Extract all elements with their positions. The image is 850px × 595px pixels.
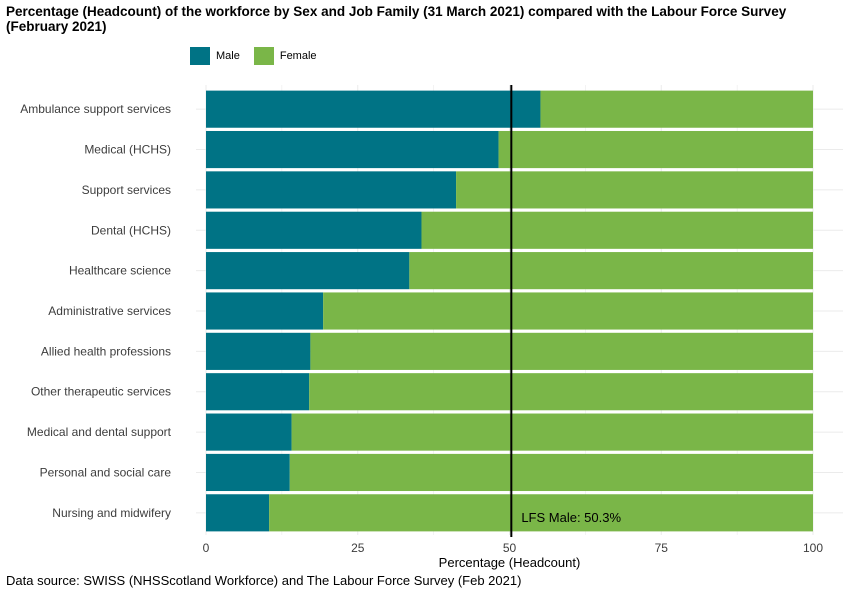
legend-item-male: Male: [190, 47, 240, 65]
legend: Male Female: [190, 47, 331, 65]
category-label: Allied health professions: [41, 344, 171, 358]
bar-female: [291, 413, 813, 451]
category-label: Medical (HCHS): [84, 143, 171, 157]
bar-male: [206, 332, 311, 370]
bar-male: [206, 171, 457, 209]
legend-swatch-male: [190, 47, 210, 65]
category-label: Support services: [82, 183, 171, 197]
x-axis-title: Percentage (Headcount): [439, 555, 581, 570]
x-tick-label: 25: [351, 541, 365, 555]
lfs-reference-label: LFS Male: 50.3%: [521, 510, 621, 525]
x-tick-label: 75: [655, 541, 669, 555]
category-label: Administrative services: [48, 304, 171, 318]
bar-female: [310, 332, 813, 370]
legend-item-female: Female: [253, 47, 317, 65]
x-tick-label: 0: [203, 541, 210, 555]
bar-female: [409, 252, 813, 290]
bar-male: [206, 130, 499, 169]
bar-male: [206, 453, 290, 492]
bar-male: [206, 413, 292, 451]
data-source-footnote: Data source: SWISS (NHSScotland Workforc…: [6, 573, 522, 588]
category-label: Healthcare science: [69, 264, 171, 278]
bar-female: [323, 292, 813, 330]
category-label: Medical and dental support: [27, 425, 172, 439]
legend-label-female: Female: [279, 50, 317, 62]
bar-male: [206, 211, 422, 249]
bar-male: [206, 292, 324, 330]
chart-title: Percentage (Headcount) of the workforce …: [6, 4, 787, 34]
category-label: Dental (HCHS): [91, 223, 171, 237]
x-tick-label: 100: [803, 541, 823, 555]
bar-female: [289, 453, 813, 492]
bar-male: [206, 252, 410, 290]
category-label: Other therapeutic services: [31, 385, 171, 399]
bar-female: [269, 494, 813, 532]
bar-male: [206, 494, 270, 532]
x-tick-label: 50: [503, 541, 517, 555]
bar-male: [206, 373, 310, 411]
legend-swatch-female: [253, 47, 274, 65]
bar-female: [421, 211, 813, 249]
bar-female: [309, 373, 813, 411]
bar-female: [456, 171, 813, 209]
bar-male: [206, 90, 541, 128]
bar-female: [540, 90, 813, 128]
legend-label-male: Male: [216, 50, 240, 62]
category-label: Ambulance support services: [20, 102, 171, 116]
bar-female: [498, 130, 813, 169]
category-label: Nursing and midwifery: [52, 506, 171, 520]
category-label: Personal and social care: [40, 465, 172, 479]
